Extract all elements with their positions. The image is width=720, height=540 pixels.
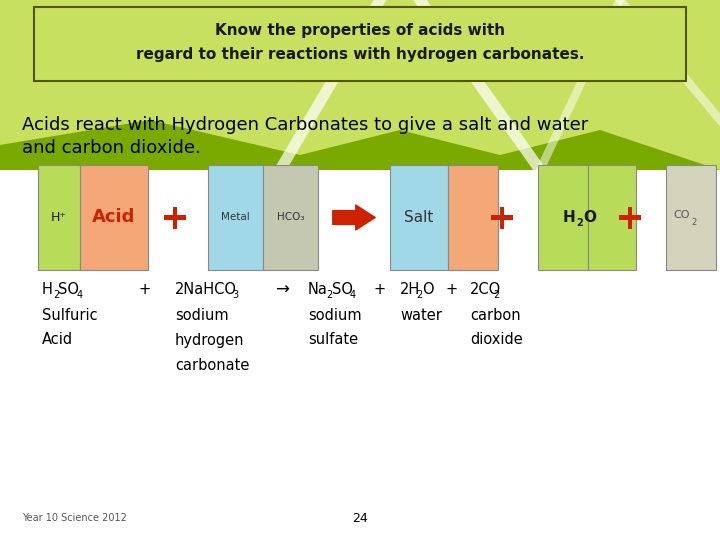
- Bar: [619, 215, 641, 220]
- Text: Metal: Metal: [221, 213, 250, 222]
- Text: water: water: [400, 307, 442, 322]
- Text: 2NaHCO: 2NaHCO: [175, 282, 237, 298]
- Bar: [538, 165, 588, 270]
- Text: SO: SO: [58, 282, 79, 298]
- Text: Know the properties of acids with: Know the properties of acids with: [215, 23, 505, 37]
- Text: 4: 4: [350, 290, 356, 300]
- Text: 2: 2: [691, 218, 696, 227]
- Bar: [491, 215, 513, 220]
- Bar: [38, 165, 80, 270]
- Text: sodium: sodium: [308, 307, 361, 322]
- Text: 4: 4: [77, 290, 83, 300]
- Text: hydrogen: hydrogen: [175, 333, 245, 348]
- Text: Acid: Acid: [92, 208, 135, 226]
- Bar: [666, 165, 716, 270]
- Bar: [628, 206, 632, 228]
- Text: carbon: carbon: [470, 307, 521, 322]
- Text: H⁺: H⁺: [51, 211, 67, 224]
- Text: 2CO: 2CO: [470, 282, 501, 298]
- Bar: [500, 206, 505, 228]
- Bar: [173, 206, 177, 228]
- Polygon shape: [0, 0, 720, 170]
- Text: Year 10 Science 2012: Year 10 Science 2012: [22, 513, 127, 523]
- Bar: [448, 165, 498, 270]
- Text: dioxide: dioxide: [470, 333, 523, 348]
- Text: 24: 24: [352, 511, 368, 524]
- Text: 2: 2: [493, 290, 499, 300]
- Text: HCO₃: HCO₃: [276, 213, 305, 222]
- Text: O: O: [422, 282, 433, 298]
- FancyBboxPatch shape: [34, 7, 686, 81]
- Polygon shape: [0, 0, 720, 170]
- Bar: [208, 165, 263, 270]
- Text: +: +: [139, 282, 151, 298]
- Text: 2H: 2H: [400, 282, 420, 298]
- Text: H: H: [42, 282, 53, 298]
- Text: sodium: sodium: [175, 307, 229, 322]
- Text: 2: 2: [576, 218, 582, 227]
- Text: Salt: Salt: [405, 210, 433, 225]
- Text: 2: 2: [53, 290, 59, 300]
- Bar: [80, 165, 148, 270]
- Text: +: +: [374, 282, 386, 298]
- Text: Na: Na: [308, 282, 328, 298]
- Text: CO: CO: [673, 211, 690, 220]
- Text: →: →: [275, 281, 289, 299]
- Bar: [263, 165, 318, 270]
- Text: 3: 3: [232, 290, 238, 300]
- Text: Acids react with Hydrogen Carbonates to give a salt and water: Acids react with Hydrogen Carbonates to …: [22, 116, 588, 134]
- Text: carbonate: carbonate: [175, 357, 249, 373]
- Text: 2: 2: [416, 290, 422, 300]
- Text: O: O: [583, 210, 596, 225]
- Text: sulfate: sulfate: [308, 333, 358, 348]
- Text: Acid: Acid: [42, 333, 73, 348]
- Bar: [588, 165, 636, 270]
- Text: Sulfuric: Sulfuric: [42, 307, 98, 322]
- Text: regard to their reactions with hydrogen carbonates.: regard to their reactions with hydrogen …: [136, 46, 584, 62]
- FancyArrowPatch shape: [333, 205, 375, 230]
- Text: +: +: [446, 282, 458, 298]
- Text: H: H: [563, 210, 576, 225]
- Bar: [390, 165, 448, 270]
- Text: 2: 2: [326, 290, 332, 300]
- Text: and carbon dioxide.: and carbon dioxide.: [22, 139, 201, 157]
- Text: SO: SO: [332, 282, 353, 298]
- Bar: [164, 215, 186, 220]
